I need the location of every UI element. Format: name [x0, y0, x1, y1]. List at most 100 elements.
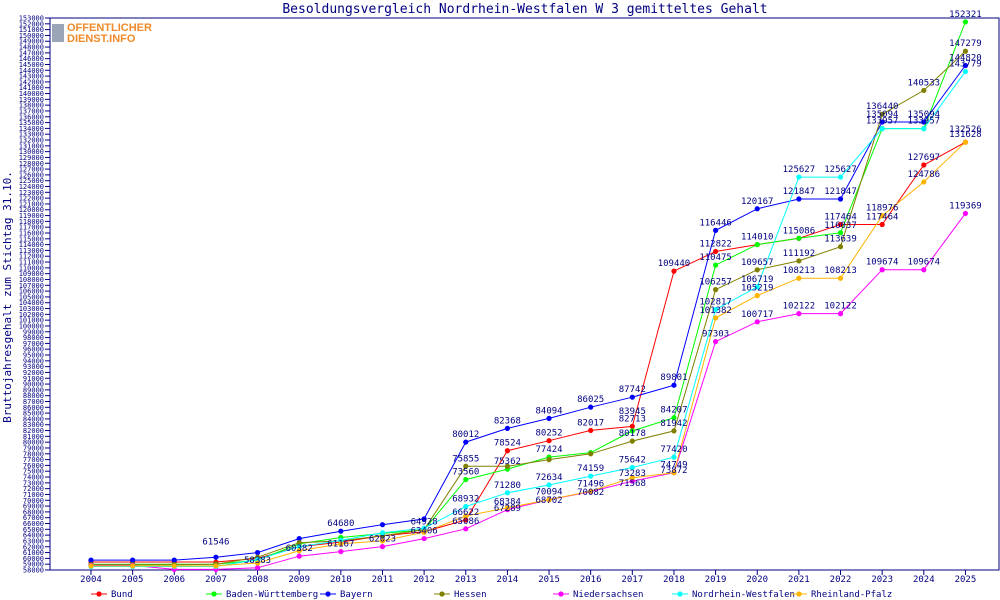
data-label: 109440: [658, 259, 691, 269]
logo-line-2: DIENST.INFO: [67, 33, 136, 45]
data-point-hessen: [796, 258, 802, 264]
series-line-niedersachsen: [91, 213, 966, 570]
data-label: 71568: [619, 479, 646, 489]
y-tick-label: 83000: [23, 421, 44, 429]
y-tick-label: 107000: [19, 282, 44, 290]
data-point-bayern: [879, 119, 885, 125]
y-tick-label: 91000: [23, 375, 44, 383]
data-point-niedersachsen: [379, 544, 386, 550]
data-label: 82713: [619, 414, 646, 424]
data-label: 86025: [577, 395, 604, 405]
y-tick-label: 85000: [23, 410, 44, 418]
x-tick-label: 2014: [497, 575, 519, 585]
data-label: 133957: [866, 117, 899, 127]
y-tick-label: 142000: [19, 78, 44, 86]
data-label: 131628: [949, 130, 982, 140]
data-point-niedersachsen: [254, 565, 261, 571]
y-tick-label: 138000: [19, 102, 44, 110]
data-label: 127697: [908, 153, 941, 163]
legend-marker: [677, 591, 683, 597]
data-point-rheinland-pfalz: [421, 529, 427, 535]
data-point-niedersachsen: [296, 553, 302, 559]
data-point-bund: [921, 162, 927, 168]
x-tick-label: 2011: [372, 575, 394, 585]
data-point-bayern: [921, 119, 927, 125]
y-tick-label: 127000: [19, 166, 44, 174]
legend-item-baden-wuerttemberg: Baden-Württemberg: [206, 590, 318, 600]
data-label: 108213: [824, 266, 857, 276]
y-tick-label: 99000: [23, 328, 44, 336]
data-point-nordrhein-westfalen: [921, 126, 927, 132]
y-tick-label: 108000: [19, 276, 44, 284]
data-point-rheinland-pfalz: [171, 563, 177, 569]
y-tick-label: 150000: [19, 32, 44, 40]
data-point-nordrhein-westfalen: [837, 174, 844, 180]
y-tick-label: 101000: [19, 317, 44, 325]
data-point-rheinland-pfalz: [254, 560, 261, 566]
y-tick-label: 86000: [23, 404, 44, 412]
data-label: 73872: [660, 466, 687, 476]
x-tick-label: 2016: [580, 575, 602, 585]
y-tick-label: 75000: [23, 468, 44, 476]
data-point-bund: [629, 423, 635, 430]
data-label: 82017: [577, 418, 604, 428]
data-point-nordrhein-westfalen: [296, 544, 302, 550]
y-tick-label: 71000: [23, 491, 44, 499]
data-point-hessen: [962, 48, 969, 54]
y-tick-label: 149000: [19, 38, 44, 46]
data-label: 68702: [535, 496, 562, 506]
data-label: 143779: [949, 60, 982, 70]
data-label: 70082: [577, 488, 604, 498]
data-label: 73560: [452, 468, 479, 478]
data-label: 82368: [494, 416, 521, 426]
data-point-bund: [837, 221, 844, 228]
data-point-nordrhein-westfalen: [962, 68, 969, 75]
y-tick-label: 104000: [19, 299, 44, 307]
data-label: 73283: [619, 469, 646, 479]
data-label: 62023: [369, 535, 396, 545]
data-label: 84094: [535, 406, 562, 416]
data-point-hessen: [671, 428, 677, 434]
data-point-rheinland-pfalz: [504, 505, 510, 511]
y-tick-label: 80000: [23, 439, 44, 447]
y-tick-label: 105000: [19, 293, 44, 301]
data-point-baden-wuerttemberg: [713, 262, 719, 268]
data-labels: 61546 58383 60382 61167 62023 63406 64680 64928…: [202, 10, 981, 566]
data-point-nordrhein-westfalen: [421, 525, 427, 531]
data-point-bayern: [837, 196, 844, 202]
data-point-hessen: [921, 87, 927, 94]
data-point-nordrhein-westfalen: [379, 530, 386, 536]
x-tick-label: 2007: [205, 575, 227, 585]
data-label: 71280: [494, 481, 521, 491]
data-point-rheinland-pfalz: [463, 513, 469, 519]
x-tick-label: 2022: [830, 575, 852, 585]
y-tick-label: 59000: [23, 561, 44, 569]
series-markers: [88, 19, 969, 573]
y-tick-label: 61000: [23, 549, 44, 557]
data-label: 61546: [202, 537, 229, 547]
data-point-bayern: [130, 557, 136, 563]
data-label: 106719: [741, 275, 774, 285]
y-tick-label: 72000: [23, 485, 44, 493]
data-point-nordrhein-westfalen: [879, 126, 885, 132]
data-label: 117464: [824, 212, 857, 222]
y-tick-label: 65000: [23, 526, 44, 534]
data-label: 108213: [783, 266, 816, 276]
data-point-niedersachsen: [338, 548, 344, 555]
data-point-bayern: [421, 516, 427, 522]
data-point-nordrhein-westfalen: [713, 306, 719, 313]
data-point-baden-wuerttemberg: [463, 476, 469, 483]
y-tick-label: 128000: [19, 160, 44, 168]
y-tick-label: 88000: [23, 392, 44, 400]
data-point-bayern: [296, 536, 302, 542]
data-point-bayern: [713, 227, 719, 233]
data-label: 121847: [824, 187, 857, 197]
data-label: 102122: [824, 302, 857, 312]
data-label: 87742: [619, 385, 646, 395]
data-point-baden-wuerttemberg: [962, 19, 969, 25]
data-point-rheinland-pfalz: [796, 275, 802, 281]
y-tick-label: 109000: [19, 270, 44, 278]
data-label: 152321: [949, 10, 982, 20]
y-tick-label: 144000: [19, 67, 44, 75]
y-tick-label: 146000: [19, 55, 44, 63]
